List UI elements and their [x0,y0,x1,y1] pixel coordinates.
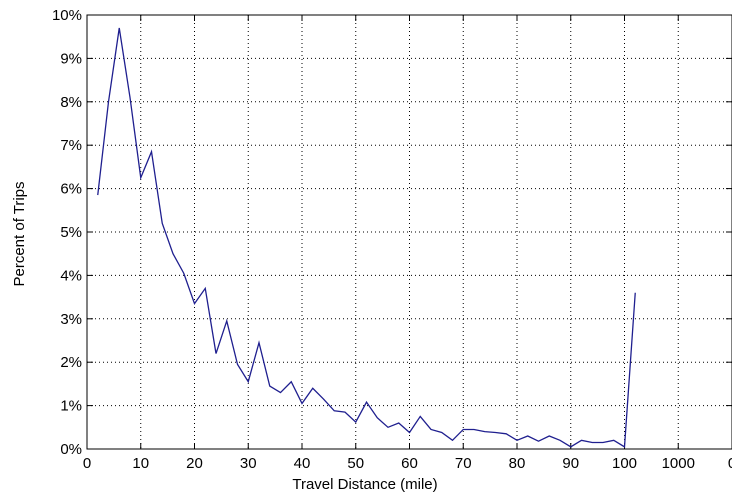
x-axis-label: Travel Distance (mile) [292,476,437,493]
y-tick-label: 0% [60,441,82,458]
x-tick-label: 100 [612,455,637,472]
x-tick-label: 30 [240,455,257,472]
y-tick-label: 2% [60,354,82,371]
x-tick-label: 0 [728,455,732,472]
y-tick-label: 7% [60,137,82,154]
x-tick-label: 1000 [662,455,695,472]
y-tick-label: 8% [60,94,82,111]
x-tick-label: 90 [562,455,579,472]
x-tick-label: 60 [401,455,418,472]
x-tick-label: 20 [186,455,203,472]
series-line [97,27,636,448]
y-tick-label: 6% [60,181,82,198]
x-tick-label: 0 [83,455,91,472]
y-axis-label: Percent of Trips [11,181,28,286]
axis-ticks [86,14,732,450]
x-tick-label: 10 [132,455,149,472]
x-tick-label: 50 [347,455,364,472]
y-tick-label: 10% [52,7,82,24]
y-tick-label: 9% [60,50,82,67]
grid-lines [87,15,732,449]
x-tick-label: 40 [294,455,311,472]
x-tick-label: 70 [455,455,472,472]
y-tick-label: 1% [60,398,82,415]
y-axis-tick-labels: 0% 1% 2% 3% 4% 5% 6% 7% 8% 9% 10% [52,7,82,458]
y-tick-label: 3% [60,311,82,328]
y-tick-label: 4% [60,267,82,284]
x-axis-tick-labels: 0 10 20 30 40 50 60 70 80 90 100 1000 0 [83,455,732,472]
y-tick-label: 5% [60,224,82,241]
x-tick-label: 80 [509,455,526,472]
